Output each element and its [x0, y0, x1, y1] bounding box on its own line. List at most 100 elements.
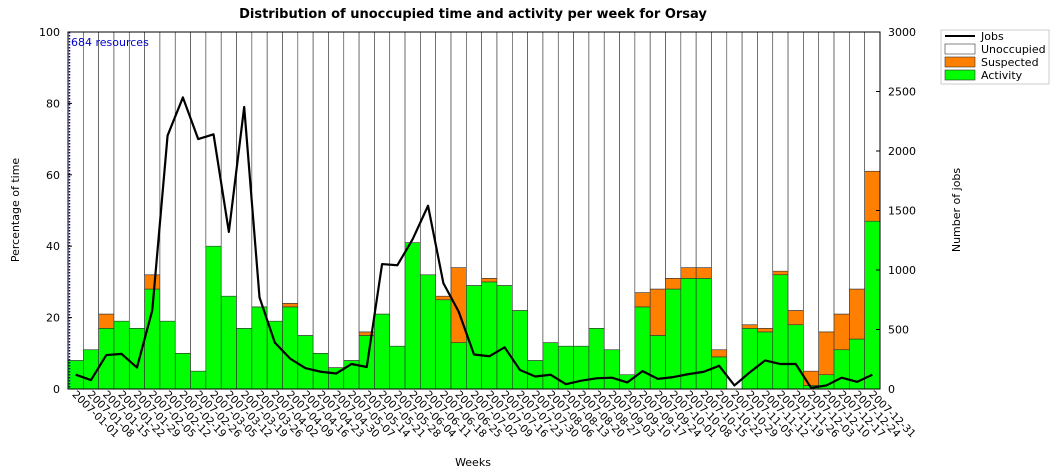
y2-axis-label: Number of jobs — [950, 168, 963, 253]
bar-segment — [496, 31, 513, 286]
bar-segment — [849, 31, 865, 290]
bar-segment — [466, 31, 482, 286]
bar-segment — [649, 31, 666, 290]
bar-segment — [450, 342, 467, 390]
y2-tick-label: 2000 — [888, 145, 916, 158]
bar-segment — [435, 295, 452, 301]
jobs-line — [75, 96, 873, 389]
bar-segment — [113, 31, 130, 322]
bar-segment — [404, 31, 421, 243]
bar-segment — [772, 31, 789, 272]
bar-segment — [205, 245, 222, 390]
bar-segment — [358, 31, 375, 333]
bar-segment — [144, 274, 161, 290]
bar-segment — [159, 320, 176, 390]
bar-segment — [297, 31, 314, 336]
bar-segment — [634, 31, 651, 293]
bar-segment — [772, 274, 789, 390]
bar-segment — [404, 242, 421, 390]
bar-segment — [634, 292, 651, 308]
bar-segment — [128, 31, 145, 329]
bar-segment — [450, 31, 467, 268]
bar-segment — [772, 270, 789, 276]
bar-segment — [711, 31, 728, 351]
y2-tick-label: 1000 — [888, 264, 916, 277]
bar-segment — [220, 31, 237, 297]
bar-segment — [864, 170, 881, 222]
annotation: 684 resources — [71, 36, 149, 49]
bar-segment — [803, 31, 820, 372]
bar-segment — [741, 31, 758, 326]
bar-segment — [312, 31, 329, 354]
bar-segment — [711, 349, 728, 358]
bar-segment — [695, 267, 712, 279]
bar-segment — [98, 313, 115, 329]
bar-segment — [787, 310, 804, 326]
bar-segment — [343, 31, 360, 361]
bar-segment — [282, 303, 299, 308]
legend-label: Unoccupied — [981, 43, 1046, 56]
bar-segment — [435, 299, 452, 390]
bar-segment — [83, 31, 99, 351]
bar-segment — [374, 31, 391, 315]
bar-segment — [833, 313, 850, 351]
y-tick-label: 0 — [53, 383, 60, 396]
bar-segment — [98, 31, 115, 315]
bar-segment — [634, 306, 651, 390]
bar-segment — [649, 288, 666, 336]
bar-segment — [251, 306, 268, 390]
y-axis-label: Percentage of time — [9, 158, 22, 263]
bar-segment — [557, 31, 574, 347]
legend-label: Activity — [981, 69, 1023, 82]
bar-segment — [159, 31, 176, 322]
bar-segment — [649, 335, 666, 390]
legend-swatch — [944, 56, 976, 68]
y-tick-label: 60 — [46, 169, 60, 182]
bar-segment — [190, 370, 207, 390]
bar-segment — [573, 31, 590, 347]
bar-segment — [496, 285, 513, 390]
y-tick-label: 80 — [46, 97, 60, 110]
bar-segment — [818, 331, 835, 376]
bar-segment — [128, 328, 145, 390]
bar-segment — [266, 320, 283, 390]
bar-segment — [726, 31, 743, 390]
bar-segment — [833, 349, 850, 390]
bar-segment — [864, 220, 881, 390]
bar-segment — [527, 31, 544, 361]
bar-segment — [619, 31, 636, 376]
bar-segment — [680, 31, 697, 268]
bar-segment — [588, 31, 605, 329]
bar-segment — [741, 324, 758, 329]
bar-segment — [833, 31, 850, 315]
bar-segment — [512, 310, 528, 390]
bar-segment — [266, 31, 283, 322]
y-tick-label: 20 — [46, 312, 60, 325]
y-tick-label: 100 — [39, 26, 60, 39]
y2-tick-label: 3000 — [888, 26, 916, 39]
bar-segment — [603, 349, 620, 390]
bar-segment — [389, 345, 406, 390]
bar-segment — [220, 295, 237, 390]
bar-segment — [98, 328, 115, 390]
bar-segment — [603, 31, 620, 351]
bar-segment — [190, 31, 207, 372]
bar-segment — [282, 31, 299, 304]
bar-segment — [67, 31, 84, 361]
bar-segment — [542, 31, 559, 343]
bar-segment — [695, 31, 712, 268]
bar-segment — [757, 31, 774, 329]
bar-segment — [787, 324, 804, 390]
bar-segment — [680, 267, 697, 279]
legend-swatch — [944, 69, 976, 81]
legend-label: Suspected — [981, 56, 1039, 69]
chart-title: Distribution of unoccupied time and acti… — [239, 7, 707, 22]
bar-segment — [818, 31, 835, 333]
bar-segment — [787, 31, 804, 311]
bar-segment — [481, 31, 498, 279]
legend-swatch — [944, 43, 976, 55]
x-axis-label: Weeks — [455, 456, 491, 469]
bar-segment — [481, 281, 498, 390]
bar-segment — [757, 328, 774, 333]
